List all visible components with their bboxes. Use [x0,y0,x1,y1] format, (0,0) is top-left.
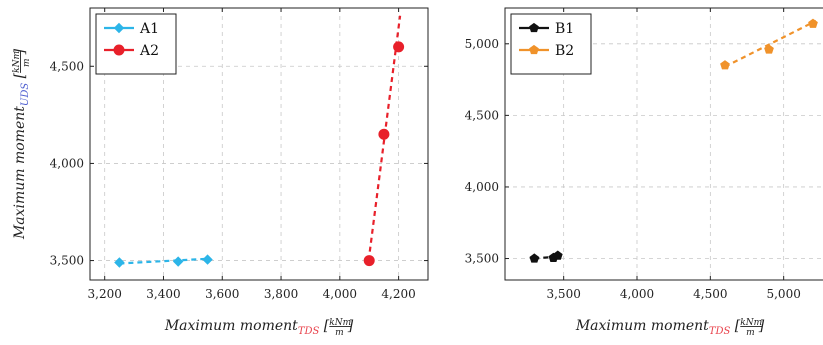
legend-marker-a1 [113,22,125,34]
legend-marker-b2 [529,44,539,55]
data-point-b2-1 [720,60,730,70]
x-axis-title-unit-numerator: kNm [740,318,762,328]
x-axis-title: Maximum momentTDS [kNm m] [164,318,354,338]
x-tick-label: 3,800 [264,287,298,301]
data-point-a2-1 [363,255,375,267]
x-axis-title-subscript: TDS [298,326,320,337]
x-axis-title-space: [ [319,318,329,334]
y-tick-label: 4,000 [50,156,84,170]
chart-panel-1: 3,200 3,400 3,600 3,800 4,000 4,200 3,500 4,000… [12,7,429,338]
x-axis-title: Maximum momentTDS [kNm m] [575,318,765,338]
x-tick-label: 4,000 [323,287,357,301]
plot-frame [89,7,429,281]
x-tick-label: 4,200 [381,287,415,301]
x-tick-label: 3,200 [88,287,122,301]
data-point-a2-2 [378,128,390,140]
data-point-b2-3 [808,18,818,28]
x-tick-label: 3,500 [546,287,580,301]
x-axis-title-subscript: TDS [709,326,731,337]
y-tick-label: 3,500 [465,252,499,266]
plot-frame [504,7,823,281]
x-tick-label: 3,400 [146,287,180,301]
y-tick-label: 4,000 [465,180,499,194]
x-tick-label: 4,000 [620,287,654,301]
plot-area [529,18,818,263]
trendline-b2 [724,19,817,68]
data-point-a1-2 [172,256,184,267]
trendline-a1 [119,257,211,265]
plot-area [114,15,405,268]
legend-marker-b1 [529,22,539,33]
data-point-b2-2 [764,44,774,54]
y-axis-title-bracket-close: ] [12,48,28,55]
legend-box [95,13,177,75]
y-axis-title: Maximum momentUDS [kNmm] [12,48,32,240]
x-tick-label: 4,500 [693,287,727,301]
x-tick-label: 5,000 [766,287,800,301]
data-point-b1-1 [529,253,540,263]
data-point-b1-3 [552,250,563,260]
y-axis-title-unit-denominator: m [22,58,32,67]
y-tick-label: 5,000 [465,37,499,51]
x-axis-title-bracket-close: ] [758,318,765,334]
y-axis-title-subscript: UDS [20,83,31,106]
x-axis-title-space: [ [730,318,740,334]
legend-marker-a2 [113,44,125,56]
legend-box [510,13,592,75]
x-axis-title-unit-denominator: m [335,328,344,338]
x-axis-title-main: Maximum moment [575,318,709,334]
legend-label-b2: B2 [555,43,574,59]
x-axis-title-main: Maximum moment [164,318,298,334]
legend-label-a2: A2 [139,43,159,59]
legend-label-a1: A1 [139,21,159,37]
legend-label-b1: B1 [555,21,574,37]
y-tick-label: 4,500 [50,59,84,73]
data-point-a1-1 [114,257,125,268]
data-point-a2-3 [393,41,405,53]
x-axis-title-text: Maximum momentTDS [kNm m] [164,318,354,338]
data-point-a1-3 [202,254,213,265]
y-tick-label: 4,500 [465,108,499,122]
chart-panel-2: 3,500 4,000 4,500 5,000 3,500 4,000 4,500 5,000… [465,7,823,338]
x-axis-title-unit-denominator: m [746,328,755,338]
y-tick-label: 3,500 [50,254,84,268]
x-axis-title-bracket-close: ] [347,318,354,334]
x-axis-title-text: Maximum momentTDS [kNm m] [575,318,765,338]
y-axis-title-unit-numerator: kNm [12,51,22,73]
x-axis-title-unit-numerator: kNm [329,318,351,328]
y-axis-title-space: [ [12,72,28,82]
y-axis-title-text: Maximum momentUDS [kNmm] [12,48,32,240]
y-axis-title-main: Maximum moment [12,106,28,240]
x-tick-label: 3,600 [205,287,239,301]
